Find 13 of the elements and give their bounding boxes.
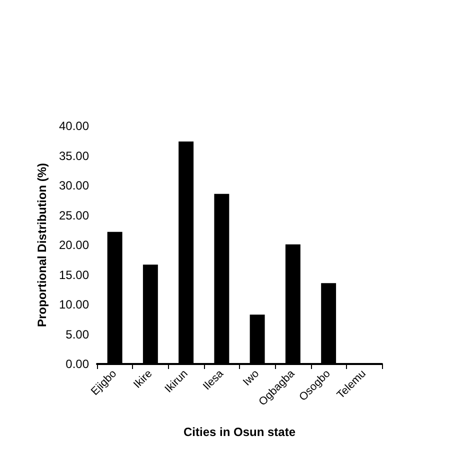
- y-tick-label: 0.00: [66, 357, 90, 371]
- x-tick-label: Iwo: [240, 368, 262, 388]
- y-tick-label: 20.00: [58, 238, 90, 252]
- y-tick-label: 15.00: [58, 268, 90, 282]
- y-tick-label: 40.00: [58, 119, 90, 133]
- y-axis-title: Proportional Distribution (%): [35, 163, 50, 327]
- y-tick-label: 10.00: [58, 298, 90, 312]
- x-tick-label: Ikire: [132, 368, 155, 391]
- y-tick-label: 30.00: [58, 178, 90, 192]
- x-axis-title: Cities in Osun state: [183, 425, 296, 439]
- y-tick-label: 35.00: [58, 148, 90, 163]
- y-tick-label: 25.00: [58, 208, 90, 222]
- y-tick-label: 5.00: [66, 327, 90, 342]
